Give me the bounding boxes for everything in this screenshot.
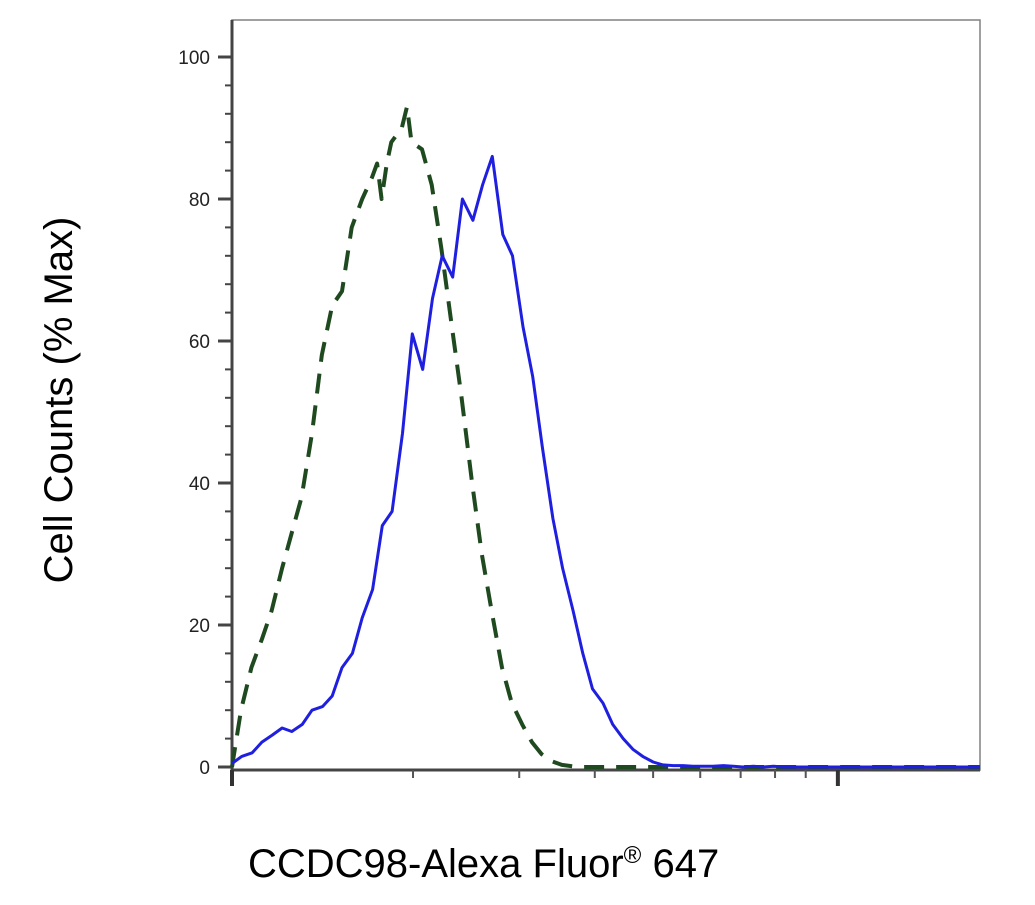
x-axis-ticks: [230, 770, 840, 786]
x-axis-title-superscript: ®: [624, 842, 642, 869]
y-tick-label: 20: [189, 616, 210, 637]
y-tick-label: 80: [189, 190, 210, 211]
x-axis-title-main: CCDC98-Alexa Fluor: [248, 842, 624, 886]
y-tick-label: 40: [189, 474, 210, 495]
x-axis-title-suffix: 647: [641, 842, 719, 886]
y-tick-label: 0: [199, 758, 210, 779]
y-axis-ticks: 0 20 40 60 80 100: [178, 48, 232, 779]
y-axis-title: Cell Counts (% Max): [37, 217, 81, 584]
x-axis-title: CCDC98-Alexa Fluor® 647: [248, 842, 719, 886]
series-solid-line: [231, 154, 980, 769]
plot-frame: [231, 19, 981, 771]
y-tick-label: 100: [178, 48, 210, 69]
y-tick-label: 60: [189, 332, 210, 353]
series-layer: [230, 104, 980, 769]
series-dashed-line: [230, 104, 980, 769]
